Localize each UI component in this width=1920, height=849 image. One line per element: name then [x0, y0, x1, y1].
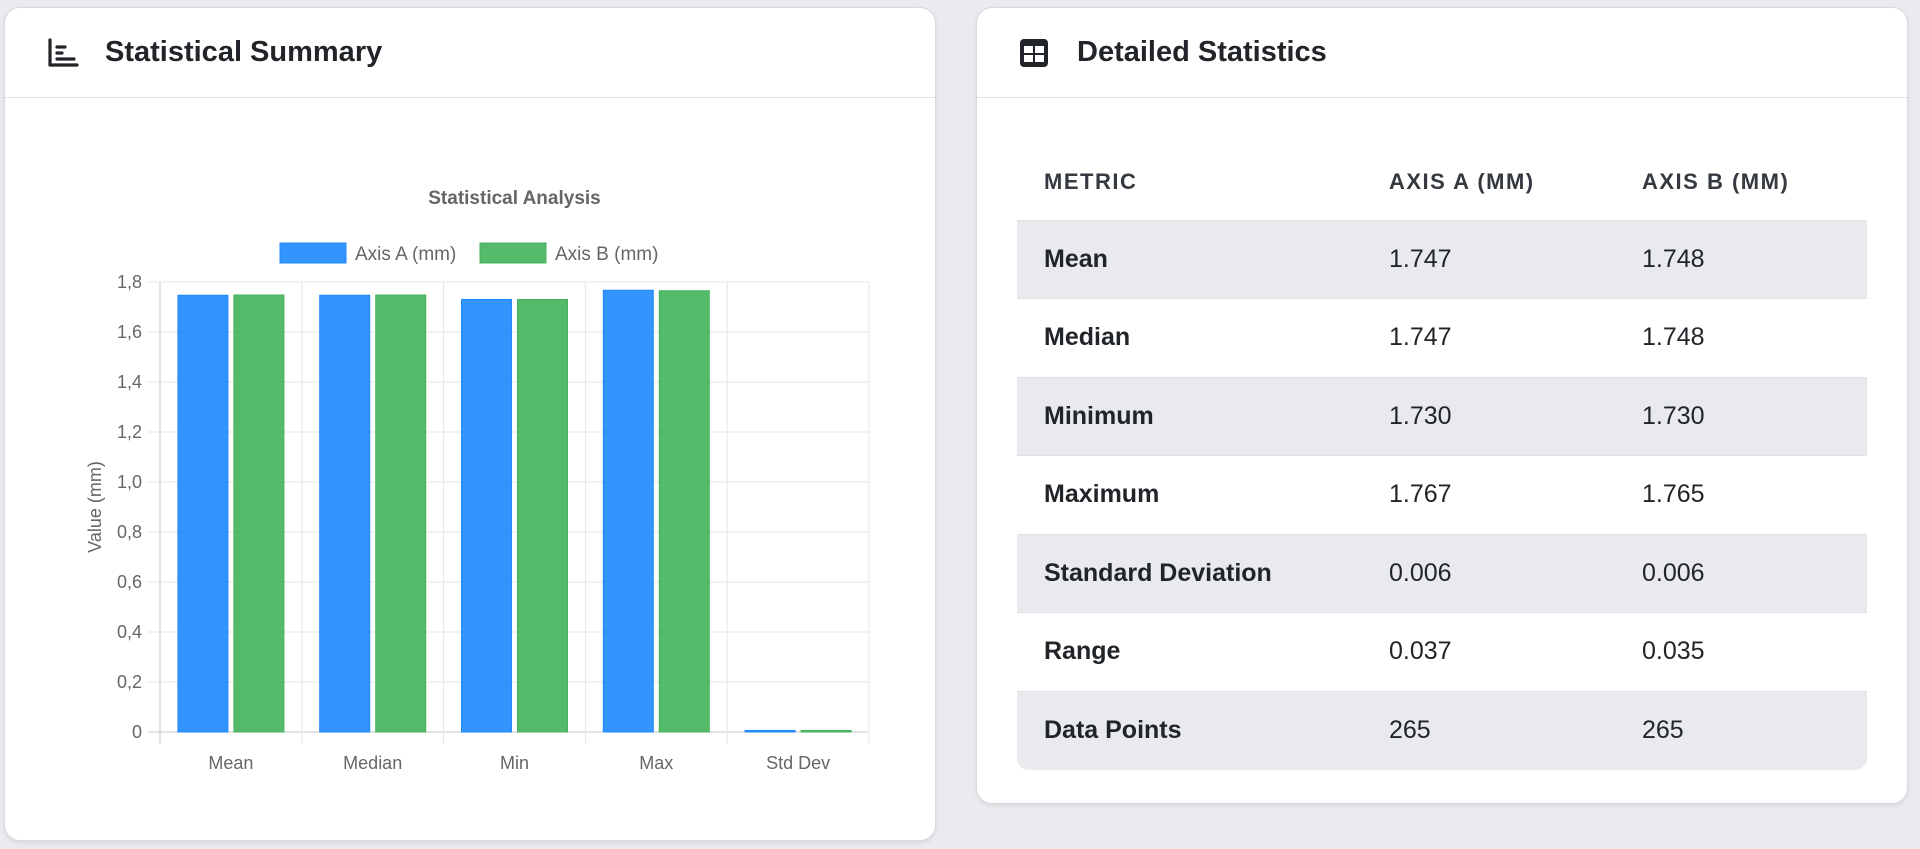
y-tick-label: 0,6	[117, 572, 142, 592]
x-tick-label: Min	[500, 753, 529, 773]
summary-card-title: Statistical Summary	[105, 36, 383, 68]
metric-cell: Mean	[1017, 220, 1362, 299]
axis-b-cell: 1.730	[1615, 377, 1867, 456]
header-axis-b: AXIS B (MM)	[1615, 144, 1867, 221]
metric-cell: Data Points	[1017, 691, 1362, 770]
bar-median-axis-b	[375, 294, 427, 733]
axis-a-cell: 1.747	[1362, 298, 1615, 378]
details-card-title: Detailed Statistics	[1077, 36, 1327, 68]
x-tick-label: Median	[343, 753, 402, 773]
axis-a-cell: 1.730	[1362, 377, 1615, 456]
statistics-table: METRIC AXIS A (MM) AXIS B (MM) Mean 1.74…	[1017, 144, 1867, 770]
axis-a-cell: 265	[1362, 691, 1615, 770]
bar-mean-axis-a	[177, 294, 229, 733]
y-tick-label: 0,8	[117, 522, 142, 542]
bar-mean-axis-b	[233, 294, 285, 733]
metric-cell: Range	[1017, 612, 1362, 692]
bar-std-dev-axis-b	[800, 730, 852, 733]
axis-b-cell: 1.748	[1615, 220, 1867, 299]
y-tick-label: 0,4	[117, 622, 142, 642]
bar-std-dev-axis-a	[744, 730, 796, 733]
details-card-header: Detailed Statistics	[977, 8, 1907, 98]
axis-a-cell: 1.747	[1362, 220, 1615, 299]
metric-cell: Standard Deviation	[1017, 534, 1362, 613]
metric-cell: Maximum	[1017, 455, 1362, 535]
table-row: Maximum 1.767 1.765	[1017, 455, 1867, 535]
bar-min-axis-a	[461, 299, 512, 733]
y-tick-label: 1,8	[117, 272, 142, 292]
bar-median-axis-a	[319, 294, 371, 733]
table-row: Mean 1.747 1.748	[1017, 220, 1867, 299]
bar-max-axis-a	[602, 289, 654, 733]
table-header-row: METRIC AXIS A (MM) AXIS B (MM)	[1017, 144, 1867, 221]
x-tick-label: Mean	[208, 753, 253, 773]
chart-title: Statistical Analysis	[428, 188, 600, 209]
axis-a-cell: 0.037	[1362, 612, 1615, 692]
statistical-summary-card: Statistical Summary Statistical Analysis…	[4, 7, 936, 841]
bar-min-axis-b	[517, 299, 568, 733]
metric-cell: Median	[1017, 298, 1362, 378]
y-axis-title: Value (mm)	[85, 461, 105, 553]
axis-b-cell: 0.006	[1615, 534, 1867, 613]
axis-b-cell: 0.035	[1615, 612, 1867, 692]
statistics-table-wrapper: METRIC AXIS A (MM) AXIS B (MM) Mean 1.74…	[1017, 144, 1867, 770]
x-tick-label: Max	[639, 753, 673, 773]
detailed-statistics-card: Detailed Statistics METRIC AXIS A (MM) A…	[976, 7, 1908, 804]
legend-label: Axis B (mm)	[555, 244, 658, 265]
table-icon	[1019, 35, 1055, 71]
y-tick-label: 1,0	[117, 472, 142, 492]
header-axis-a: AXIS A (MM)	[1362, 144, 1615, 221]
table-row: Median 1.747 1.748	[1017, 298, 1867, 378]
legend-swatch	[279, 242, 347, 264]
axis-a-cell: 0.006	[1362, 534, 1615, 613]
metric-cell: Minimum	[1017, 377, 1362, 456]
axis-a-cell: 1.767	[1362, 455, 1615, 535]
axis-b-cell: 265	[1615, 691, 1867, 770]
table-row: Range 0.037 0.035	[1017, 612, 1867, 692]
header-metric: METRIC	[1017, 144, 1362, 221]
y-tick-label: 1,2	[117, 422, 142, 442]
legend-swatch	[479, 242, 547, 264]
table-row: Minimum 1.730 1.730	[1017, 377, 1867, 456]
statistical-analysis-chart: Statistical Analysis Axis A (mm) Axis B (m…	[85, 188, 870, 773]
y-tick-label: 1,6	[117, 322, 142, 342]
y-tick-label: 0,2	[117, 672, 142, 692]
table-row: Standard Deviation 0.006 0.006	[1017, 534, 1867, 613]
bar-max-axis-b	[658, 290, 710, 733]
summary-card-header: Statistical Summary	[5, 8, 935, 98]
legend-label: Axis A (mm)	[355, 244, 456, 265]
y-tick-label: 0	[132, 722, 142, 742]
table-row: Data Points 265 265	[1017, 691, 1867, 770]
axis-b-cell: 1.748	[1615, 298, 1867, 378]
x-tick-label: Std Dev	[766, 753, 830, 773]
y-tick-label: 1,4	[117, 372, 142, 392]
axis-b-cell: 1.765	[1615, 455, 1867, 535]
chart-bar-icon	[47, 35, 83, 71]
